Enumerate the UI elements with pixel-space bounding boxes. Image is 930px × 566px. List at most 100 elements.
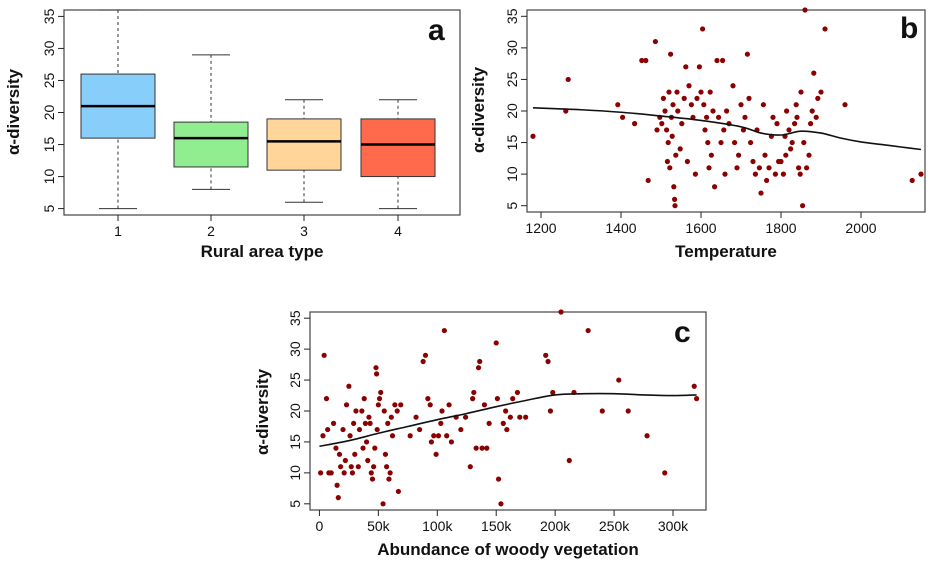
data-point xyxy=(704,114,710,120)
data-point xyxy=(706,165,712,171)
y-tick-label: 20 xyxy=(287,403,303,419)
data-point xyxy=(486,420,492,426)
data-point xyxy=(372,445,378,451)
data-point xyxy=(770,114,776,120)
data-point xyxy=(348,464,354,470)
y-tick-label: 30 xyxy=(287,341,303,357)
x-tick-label: 1400 xyxy=(605,220,636,236)
data-point xyxy=(632,121,638,127)
data-point xyxy=(503,408,509,414)
data-point xyxy=(566,457,572,464)
data-point xyxy=(438,420,444,426)
data-point xyxy=(620,114,626,120)
data-point xyxy=(446,402,452,408)
data-point xyxy=(507,414,513,420)
data-point xyxy=(349,470,356,476)
data-point xyxy=(740,127,747,133)
data-point xyxy=(691,383,697,389)
data-point xyxy=(374,426,380,433)
x-tick-label: 50k xyxy=(367,518,391,534)
data-point xyxy=(645,177,651,184)
data-point xyxy=(378,389,384,396)
data-point xyxy=(392,402,398,408)
data-point xyxy=(712,184,718,190)
data-point xyxy=(530,133,536,139)
data-point xyxy=(346,383,352,389)
box-3 xyxy=(266,118,342,171)
data-point xyxy=(802,7,808,13)
data-point xyxy=(389,433,396,439)
x-tick-label: 150k xyxy=(481,518,512,534)
data-point xyxy=(479,445,485,451)
data-point xyxy=(500,420,506,426)
data-point xyxy=(323,396,330,402)
data-point xyxy=(420,358,426,365)
data-point xyxy=(599,408,605,414)
y-tick-label: 20 xyxy=(41,105,57,121)
data-point xyxy=(783,152,789,158)
data-point xyxy=(448,439,455,445)
y-tick-label: 25 xyxy=(287,372,303,388)
x-tick-label: 1200 xyxy=(525,220,556,236)
data-point xyxy=(380,501,386,507)
box-4 xyxy=(360,118,436,178)
data-point xyxy=(813,114,819,120)
y-tick-label: 5 xyxy=(504,202,520,210)
data-point xyxy=(673,152,679,158)
data-point xyxy=(558,309,564,315)
data-point xyxy=(523,414,529,420)
data-point xyxy=(762,152,768,158)
x-tick-label: 2000 xyxy=(845,220,876,236)
data-point xyxy=(431,433,437,439)
data-point xyxy=(811,70,817,76)
data-point xyxy=(701,102,707,108)
data-point xyxy=(696,64,703,70)
data-point xyxy=(361,396,367,402)
data-point xyxy=(842,102,848,108)
data-point xyxy=(683,64,689,70)
x-tick-label: 200k xyxy=(540,518,571,534)
y-tick-label: 15 xyxy=(504,135,520,151)
panel-a-ylabel: α-diversity xyxy=(4,68,23,155)
data-point xyxy=(428,439,434,445)
data-point xyxy=(422,352,429,358)
data-point xyxy=(734,165,740,171)
data-point xyxy=(427,402,433,408)
data-point xyxy=(801,139,807,146)
data-point xyxy=(669,133,675,139)
y-tick-label: 35 xyxy=(287,310,303,326)
data-point xyxy=(347,433,353,439)
data-point xyxy=(659,121,665,127)
data-point xyxy=(788,146,794,152)
data-point xyxy=(328,470,334,476)
data-point xyxy=(462,414,469,420)
panel-c-plot: 5 10 15 20 25 30 35 0 50k 100k 150k 200k 250k 300k xyxy=(287,309,700,534)
data-point xyxy=(433,451,439,457)
data-point xyxy=(471,389,477,396)
data-point xyxy=(330,420,337,426)
panel-c-xlabel: Abundance of woody vegetation xyxy=(377,540,639,559)
panel-b: b 5 10 15 20 25 30 35 1200 1400 1600 1800 2000 Temp… xyxy=(469,7,926,261)
data-point xyxy=(493,340,499,346)
data-point xyxy=(694,95,700,101)
data-point xyxy=(684,158,691,165)
data-point xyxy=(784,108,790,114)
data-point xyxy=(334,482,340,488)
y-tick-label: 35 xyxy=(41,8,57,24)
data-point xyxy=(343,402,350,408)
data-point xyxy=(362,420,368,426)
data-point xyxy=(351,420,357,426)
data-point xyxy=(425,396,431,402)
data-point xyxy=(386,476,392,482)
data-point xyxy=(672,196,678,202)
data-point xyxy=(565,76,571,83)
data-point xyxy=(514,389,521,396)
data-point xyxy=(333,445,339,451)
data-point xyxy=(736,152,742,158)
data-point xyxy=(700,26,706,32)
data-point xyxy=(752,171,759,177)
data-point xyxy=(705,139,711,146)
panel-a-plot: 5 10 15 20 25 30 35 1 2 3 4 xyxy=(41,8,436,239)
